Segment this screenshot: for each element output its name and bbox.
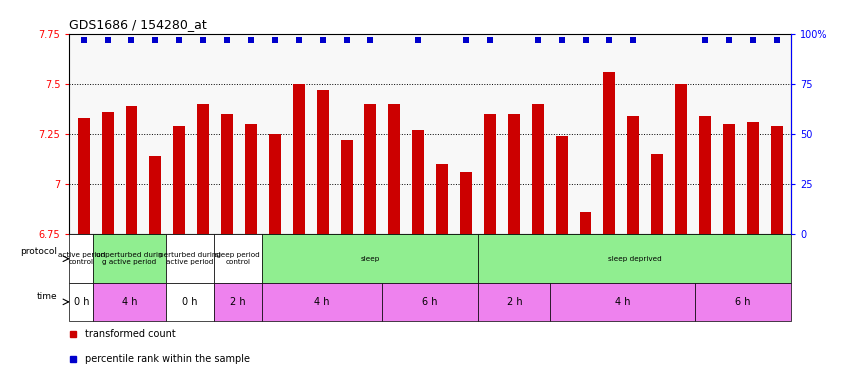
Bar [695, 283, 791, 321]
Text: sleep period
control: sleep period control [216, 252, 260, 265]
Bar [221, 114, 233, 234]
Text: 4 h: 4 h [122, 297, 137, 307]
Bar [78, 118, 90, 234]
Bar [69, 283, 93, 321]
Bar [532, 104, 544, 234]
Bar [388, 104, 400, 234]
Bar [173, 126, 185, 234]
Bar [93, 283, 166, 321]
Text: 2 h: 2 h [230, 297, 245, 307]
Text: 6 h: 6 h [735, 297, 750, 307]
Text: percentile rank within the sample: percentile rank within the sample [85, 354, 250, 363]
Bar [69, 234, 93, 283]
Text: 4 h: 4 h [615, 297, 630, 307]
Text: 2 h: 2 h [507, 297, 522, 307]
Bar [771, 126, 783, 234]
Bar [341, 140, 353, 234]
Bar [382, 283, 478, 321]
Bar [412, 130, 424, 234]
Bar [747, 122, 759, 234]
Text: GDS1686 / 154280_at: GDS1686 / 154280_at [69, 18, 207, 31]
Bar [197, 104, 209, 234]
Text: unperturbed durin
g active period: unperturbed durin g active period [96, 252, 162, 265]
Bar [245, 124, 257, 234]
Bar [316, 90, 328, 234]
Text: time: time [36, 292, 58, 301]
Bar [556, 136, 568, 234]
Bar [93, 234, 166, 283]
Text: 4 h: 4 h [314, 297, 330, 307]
Text: 6 h: 6 h [422, 297, 438, 307]
Bar [125, 106, 137, 234]
Bar [365, 104, 376, 234]
Text: sleep deprived: sleep deprived [607, 256, 662, 262]
Bar [261, 234, 478, 283]
Text: 0 h: 0 h [74, 297, 89, 307]
Bar [166, 234, 214, 283]
Bar [460, 172, 472, 234]
Bar [269, 134, 281, 234]
Bar [628, 116, 640, 234]
Bar [699, 116, 711, 234]
Text: protocol: protocol [20, 247, 58, 256]
Bar [478, 283, 551, 321]
Bar [261, 283, 382, 321]
Bar [437, 164, 448, 234]
Bar [651, 154, 663, 234]
Bar [478, 234, 791, 283]
Bar [214, 283, 261, 321]
Bar [508, 114, 519, 234]
Bar [723, 124, 735, 234]
Bar [603, 72, 615, 234]
Bar [580, 212, 591, 234]
Text: 0 h: 0 h [182, 297, 197, 307]
Bar [102, 112, 113, 234]
Bar [293, 84, 305, 234]
Text: sleep: sleep [360, 256, 380, 262]
Bar [484, 114, 496, 234]
Bar [551, 283, 695, 321]
Bar [150, 156, 162, 234]
Text: active period
control: active period control [58, 252, 105, 265]
Text: perturbed during
active period: perturbed during active period [159, 252, 221, 265]
Bar [166, 283, 214, 321]
Text: transformed count: transformed count [85, 329, 176, 339]
Bar [675, 84, 687, 234]
Bar [214, 234, 261, 283]
